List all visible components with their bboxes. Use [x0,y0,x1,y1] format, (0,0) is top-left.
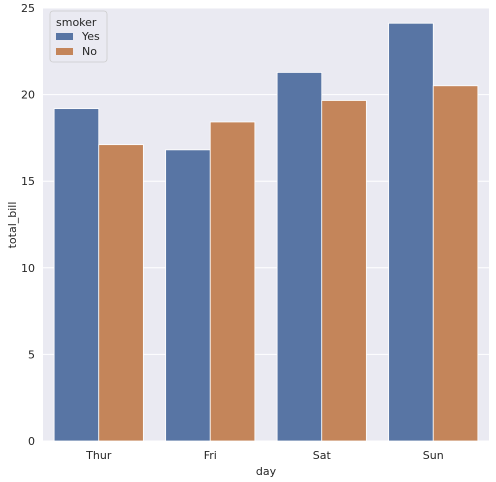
bar-sat-no [321,100,367,442]
legend: smoker Yes No [49,10,108,63]
legend-label-no: No [82,45,97,58]
y-tick-label: 10 [21,262,35,275]
legend-swatch-yes [56,33,73,40]
y-axis-label: total_bill [6,202,19,249]
x-tick-labels: Thur Fri Sat Sun [85,449,444,462]
bar-sun-no [432,85,479,442]
x-tick-label: Sat [313,449,332,462]
y-tick-label: 25 [21,2,35,15]
y-tick-label: 0 [28,435,35,448]
x-axis-label: day [256,465,277,478]
y-tick-labels: 0 5 10 15 20 25 [21,2,35,448]
legend-title: smoker [56,16,97,29]
legend-label-yes: Yes [81,30,100,43]
bar-thur-no [98,144,144,442]
bars-group [53,22,479,442]
y-tick-label: 20 [21,89,35,102]
bar-sat-yes [276,72,323,442]
y-tick-label: 5 [28,348,35,361]
bar-fri-yes [165,149,211,442]
bar-thur-yes [53,108,100,442]
x-tick-label: Thur [85,449,112,462]
x-tick-label: Sun [423,449,444,462]
bar-fri-no [209,121,256,442]
bar-sun-yes [388,22,434,442]
y-tick-label: 15 [21,175,35,188]
x-tick-label: Fri [204,449,217,462]
legend-swatch-no [56,48,73,55]
